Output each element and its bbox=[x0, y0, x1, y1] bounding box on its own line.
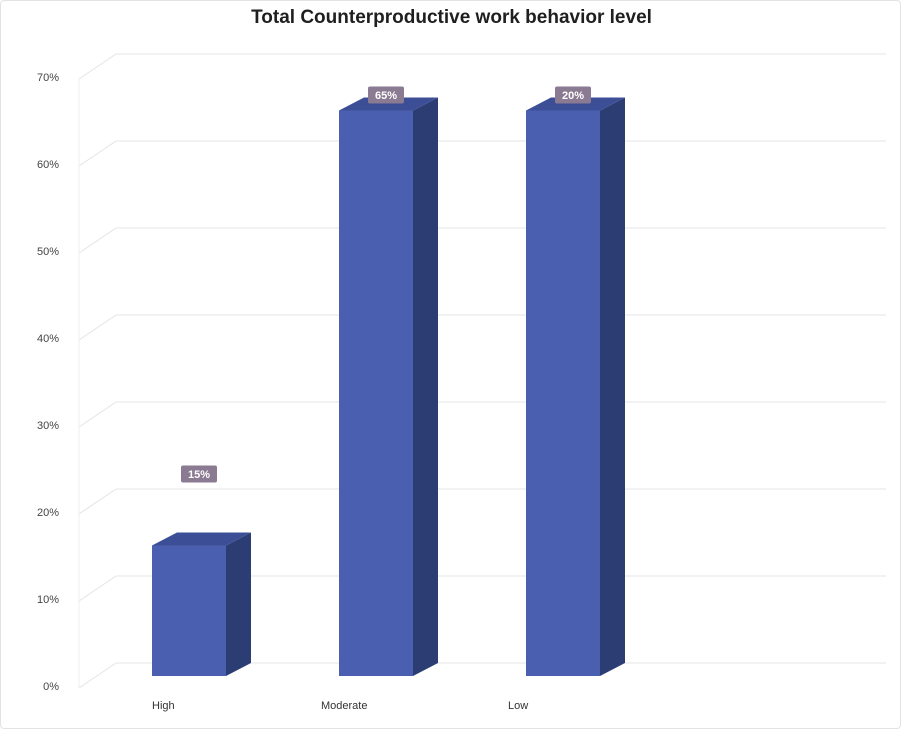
gridline-diagonal bbox=[78, 140, 117, 167]
bar-top bbox=[339, 97, 438, 111]
data-label-box bbox=[181, 465, 217, 483]
y-tick-label: 60% bbox=[37, 159, 59, 171]
bar-side bbox=[413, 97, 438, 676]
data-label-text: 20% bbox=[562, 90, 584, 102]
bar-top bbox=[526, 97, 625, 111]
data-label: 15% bbox=[181, 465, 217, 483]
x-tick-label: High bbox=[152, 700, 175, 712]
y-axis: 0% 10% 20% 30% 40% 50% 60% 70% bbox=[37, 72, 80, 693]
y-tick-label: 0% bbox=[43, 681, 59, 693]
gridline-diagonal bbox=[78, 227, 117, 254]
y-tick-label: 50% bbox=[37, 246, 59, 258]
bars bbox=[152, 97, 625, 676]
data-labels: 15% 65% 20% bbox=[181, 86, 591, 483]
x-tick-label: Low bbox=[508, 700, 528, 712]
gridline-diagonal bbox=[78, 488, 117, 515]
data-label-text: 65% bbox=[375, 90, 397, 102]
bar-front bbox=[526, 110, 600, 676]
y-tick-label: 20% bbox=[37, 507, 59, 519]
bar-side bbox=[600, 97, 625, 676]
x-axis: High Moderate Low bbox=[152, 700, 528, 712]
x-tick-label: Moderate bbox=[321, 700, 367, 712]
data-label: 65% bbox=[368, 86, 404, 104]
y-tick-label: 30% bbox=[37, 420, 59, 432]
gridline-diagonal bbox=[78, 401, 117, 428]
gridline-diagonal bbox=[78, 662, 117, 689]
gridlines bbox=[78, 53, 886, 689]
bar-front bbox=[339, 110, 413, 676]
bar-high bbox=[152, 532, 251, 676]
bar-front bbox=[152, 545, 226, 676]
data-label: 20% bbox=[555, 86, 591, 104]
y-tick-label: 70% bbox=[37, 72, 59, 84]
bar-moderate bbox=[339, 97, 438, 676]
data-label-box bbox=[368, 86, 404, 104]
gridline-diagonal bbox=[78, 314, 117, 341]
y-tick-label: 10% bbox=[37, 594, 59, 606]
bar-low bbox=[526, 97, 625, 676]
gridline-diagonal bbox=[78, 53, 117, 80]
chart-title: Total Counterproductive work behavior le… bbox=[251, 7, 652, 28]
bar-side bbox=[226, 532, 251, 676]
data-label-box bbox=[555, 86, 591, 104]
gridline-diagonal bbox=[78, 575, 117, 602]
bar-top bbox=[152, 532, 251, 546]
data-label-text: 15% bbox=[188, 469, 210, 481]
y-tick-label: 40% bbox=[37, 333, 59, 345]
